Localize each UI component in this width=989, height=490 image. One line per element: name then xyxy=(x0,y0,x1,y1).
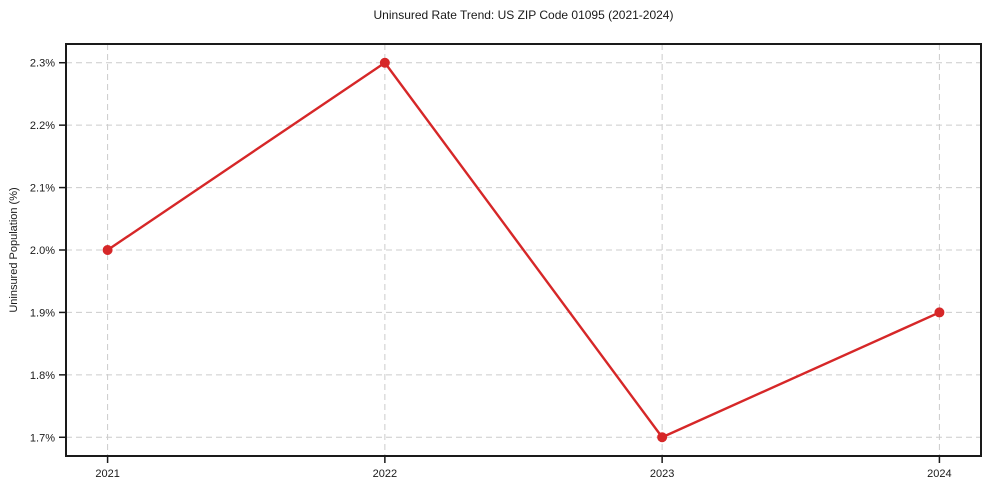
y-tick-label: 1.8% xyxy=(30,370,55,382)
x-tick-label: 2024 xyxy=(927,468,951,480)
y-tick-label: 2.2% xyxy=(30,120,55,132)
y-tick-label: 1.7% xyxy=(30,432,55,444)
data-point xyxy=(379,57,390,68)
x-tick-label: 2023 xyxy=(650,468,674,480)
data-point xyxy=(934,307,945,318)
x-tick-label: 2022 xyxy=(373,468,397,480)
chart-title: Uninsured Rate Trend: US ZIP Code 01095 … xyxy=(373,8,674,22)
y-tick-label: 2.1% xyxy=(30,183,55,195)
data-point xyxy=(657,432,668,443)
y-tick-label: 2.0% xyxy=(30,245,55,257)
data-point xyxy=(102,245,113,255)
y-tick-label: 2.3% xyxy=(30,58,55,70)
trend-line xyxy=(106,61,941,439)
x-tick-label: 2021 xyxy=(95,468,119,480)
y-tick-label: 1.9% xyxy=(30,307,55,319)
